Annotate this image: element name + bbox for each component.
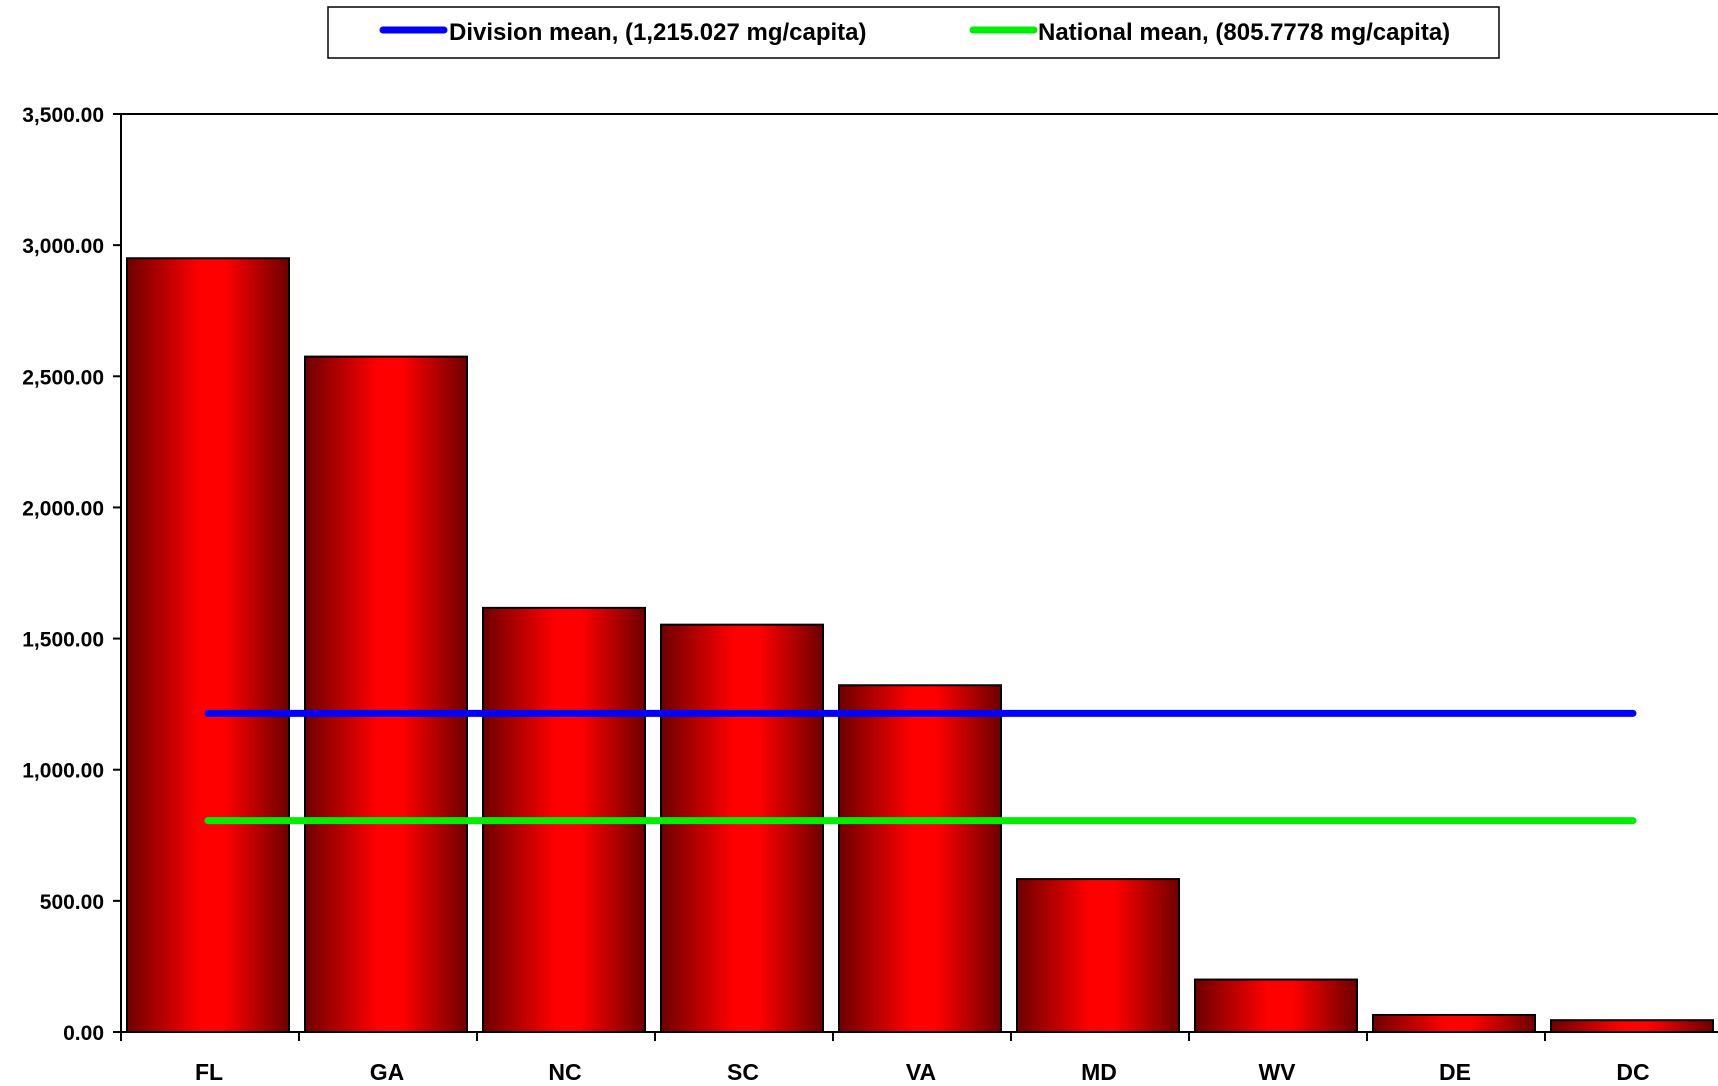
- plot-area: 0.00 500.00 1,000.00 1,500.00 2,000.00 2,500.…: [22, 104, 1718, 1085]
- x-tick-label-dc: DC: [1616, 1059, 1649, 1085]
- y-tick-label: 3,500.00: [22, 104, 104, 127]
- bar-sc: [660, 623, 824, 1033]
- bar-wv: [1194, 978, 1358, 1033]
- legend-label-national-mean: National mean, (805.7778 mg/capita): [1038, 19, 1450, 46]
- x-tick-label-va: VA: [906, 1059, 936, 1085]
- legend: Division mean, (1,215.027 mg/capita) Nat…: [327, 6, 1500, 59]
- legend-box: [327, 6, 1500, 59]
- y-tick-label: 1,500.00: [22, 629, 104, 652]
- y-tick-label: 500.00: [40, 891, 104, 914]
- bar-ga: [304, 355, 468, 1034]
- x-tick-label-wv: WV: [1258, 1059, 1296, 1085]
- x-tick-label-de: DE: [1439, 1059, 1471, 1085]
- x-tick-label-nc: NC: [548, 1059, 581, 1085]
- legend-label-division-mean: Division mean, (1,215.027 mg/capita): [449, 19, 867, 46]
- x-tick-label-sc: SC: [727, 1059, 759, 1085]
- y-tick-label: 0.00: [63, 1022, 104, 1045]
- y-tick-label: 1,000.00: [22, 760, 104, 783]
- y-tick-label: 2,500.00: [22, 366, 104, 389]
- bar-dc: [1550, 1019, 1714, 1034]
- bar-de: [1372, 1013, 1536, 1033]
- bar-va: [838, 684, 1002, 1033]
- y-tick-label: 2,000.00: [22, 497, 104, 520]
- bar-fl: [126, 257, 290, 1033]
- x-tick-label-fl: FL: [195, 1059, 223, 1085]
- x-tick-label-md: MD: [1081, 1059, 1117, 1085]
- x-tick-label-ga: GA: [370, 1059, 405, 1085]
- bar-md: [1016, 878, 1180, 1033]
- y-tick-label: 3,000.00: [22, 235, 104, 258]
